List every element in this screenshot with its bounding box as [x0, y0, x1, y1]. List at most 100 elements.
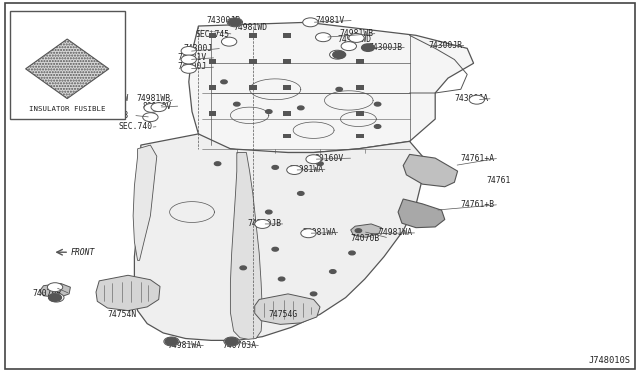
Circle shape — [240, 266, 246, 270]
Circle shape — [316, 33, 331, 42]
Text: 74300JA: 74300JA — [454, 94, 488, 103]
Circle shape — [266, 110, 272, 113]
Circle shape — [298, 106, 304, 110]
Bar — [283, 33, 291, 38]
Bar — [209, 85, 216, 90]
Polygon shape — [189, 22, 474, 153]
Circle shape — [349, 33, 364, 42]
Bar — [356, 59, 364, 64]
Circle shape — [349, 251, 355, 255]
Circle shape — [317, 162, 323, 166]
Text: 74981V: 74981V — [178, 53, 207, 62]
Circle shape — [374, 102, 381, 106]
Text: J748010S: J748010S — [588, 356, 630, 365]
Bar — [209, 111, 216, 116]
Text: 74981WD: 74981WD — [338, 35, 372, 44]
Circle shape — [330, 50, 345, 59]
Bar — [209, 33, 216, 38]
Text: 74981WA: 74981WA — [379, 228, 413, 237]
Text: 74981WA: 74981WA — [302, 228, 336, 237]
Text: 74981WD: 74981WD — [234, 23, 268, 32]
Circle shape — [266, 210, 272, 214]
Text: 74981WA: 74981WA — [168, 341, 202, 350]
Bar — [249, 59, 257, 64]
Circle shape — [278, 277, 285, 281]
Circle shape — [336, 87, 342, 91]
Circle shape — [144, 103, 159, 112]
Circle shape — [303, 18, 318, 27]
Text: 740703A: 740703A — [223, 341, 257, 350]
Circle shape — [330, 270, 336, 273]
Circle shape — [333, 51, 346, 58]
Text: 74981W: 74981W — [99, 94, 129, 103]
Polygon shape — [26, 39, 109, 99]
Bar — [283, 85, 291, 90]
Bar — [356, 111, 364, 116]
Circle shape — [49, 294, 61, 301]
Polygon shape — [398, 199, 445, 228]
Text: 74981V: 74981V — [316, 16, 345, 25]
Text: INSULATOR FUSIBLE: INSULATOR FUSIBLE — [29, 106, 106, 112]
Circle shape — [49, 293, 64, 302]
Text: 74300JB: 74300JB — [206, 16, 240, 25]
Circle shape — [301, 229, 316, 238]
Circle shape — [310, 292, 317, 296]
Circle shape — [228, 19, 241, 26]
Polygon shape — [40, 283, 70, 298]
Circle shape — [143, 113, 158, 122]
Circle shape — [181, 46, 196, 55]
Polygon shape — [96, 275, 160, 311]
Text: 74070B: 74070B — [32, 289, 61, 298]
Bar — [209, 59, 216, 64]
Bar — [10, 11, 125, 119]
Bar — [283, 111, 291, 116]
Circle shape — [341, 42, 356, 51]
Polygon shape — [133, 145, 157, 260]
Polygon shape — [351, 224, 381, 237]
Circle shape — [306, 155, 321, 164]
Circle shape — [304, 229, 310, 232]
Bar — [249, 85, 257, 90]
Circle shape — [225, 338, 238, 345]
Circle shape — [272, 247, 278, 251]
Circle shape — [362, 44, 374, 51]
Circle shape — [164, 337, 179, 346]
Text: 74300JR: 74300JR — [428, 41, 462, 50]
Circle shape — [214, 162, 221, 166]
Text: 74981WB: 74981WB — [339, 29, 373, 38]
Text: 74754N: 74754N — [108, 310, 137, 319]
Text: 74300J: 74300J — [178, 62, 207, 71]
Bar — [283, 59, 291, 64]
Polygon shape — [230, 153, 262, 339]
Bar — [356, 85, 364, 90]
Text: 74761+A: 74761+A — [461, 154, 495, 163]
Text: 74300JB: 74300JB — [247, 219, 281, 228]
Circle shape — [221, 80, 227, 84]
Text: SEC.745: SEC.745 — [195, 30, 229, 39]
Circle shape — [221, 37, 237, 46]
Polygon shape — [403, 154, 458, 187]
Bar — [249, 33, 257, 38]
Circle shape — [234, 102, 240, 106]
Polygon shape — [255, 294, 320, 324]
Polygon shape — [134, 134, 422, 340]
Circle shape — [255, 219, 270, 228]
Text: FRONT: FRONT — [70, 248, 95, 257]
Circle shape — [165, 338, 178, 345]
Text: 74761+B: 74761+B — [461, 200, 495, 209]
Text: 74070B: 74070B — [351, 234, 380, 243]
Circle shape — [181, 64, 196, 73]
Circle shape — [355, 229, 362, 232]
Circle shape — [227, 18, 243, 27]
Text: 74761: 74761 — [486, 176, 511, 185]
Text: 74981WB: 74981WB — [136, 94, 170, 103]
Bar — [356, 134, 364, 138]
Circle shape — [47, 283, 63, 292]
Text: 74981WA: 74981WA — [289, 165, 323, 174]
Text: SEC.740: SEC.740 — [118, 122, 152, 131]
Text: 74981WB: 74981WB — [95, 111, 129, 120]
Circle shape — [181, 55, 196, 64]
Circle shape — [224, 337, 239, 346]
Circle shape — [272, 166, 278, 169]
Text: 74754G: 74754G — [269, 310, 298, 319]
